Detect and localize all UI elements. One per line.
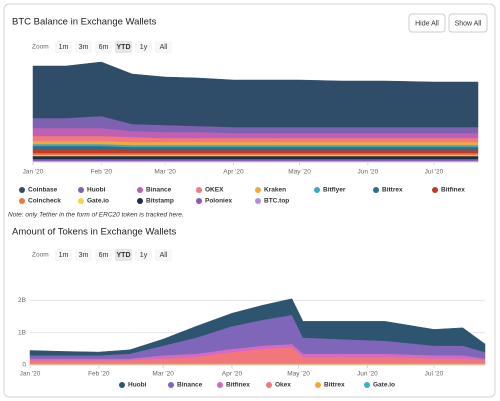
- zoom-button-label[interactable]: 6m: [99, 44, 109, 51]
- zoom-button-label[interactable]: All: [160, 252, 168, 259]
- zoom-button[interactable]: [155, 41, 172, 53]
- hide-all-label[interactable]: Hide All: [415, 20, 439, 27]
- x-tick-label: Mar '20: [152, 371, 174, 378]
- legend-label[interactable]: Bitstamp: [146, 198, 174, 205]
- x-tick-label: Mar '20: [154, 169, 176, 176]
- area-series: [32, 152, 479, 156]
- zoom-button[interactable]: [135, 41, 152, 53]
- legend-marker[interactable]: [196, 187, 202, 193]
- zoom-button-label[interactable]: All: [160, 44, 168, 51]
- legend-label[interactable]: Gate.io: [87, 198, 109, 205]
- area-series: [32, 155, 479, 160]
- zoom-button[interactable]: [75, 41, 92, 53]
- zoom-button[interactable]: [55, 249, 72, 261]
- legend-marker[interactable]: [314, 187, 320, 193]
- y-tick-label: 1B: [18, 329, 26, 336]
- show-all-button[interactable]: [448, 13, 488, 33]
- zoom-button-label[interactable]: 3m: [79, 252, 89, 259]
- zoom-button[interactable]: [115, 41, 132, 53]
- legend-label[interactable]: OKEX: [205, 187, 224, 194]
- x-tick-label: Jan '20: [20, 371, 41, 378]
- legend-marker[interactable]: [196, 198, 202, 204]
- chart-title: BTC Balance in Exchange Wallets: [12, 17, 157, 28]
- zoom-button[interactable]: [75, 249, 92, 261]
- legend-label[interactable]: Gate.io: [373, 382, 395, 389]
- chart-title: Amount of Tokens in Exchange Wallets: [12, 227, 176, 238]
- legend-label[interactable]: Coincheck: [28, 198, 61, 205]
- legend-label[interactable]: Bitfinex: [441, 187, 465, 194]
- legend-label[interactable]: Huobi: [128, 382, 147, 389]
- y-tick-label: 0: [22, 362, 26, 369]
- note: Note: only Tether in the form of ERC20 t…: [8, 212, 184, 219]
- legend-label[interactable]: Kraken: [264, 187, 286, 194]
- x-tick-label: Apr '20: [223, 169, 244, 176]
- legend-marker[interactable]: [137, 187, 143, 193]
- zoom-button-label[interactable]: YTD: [117, 44, 131, 51]
- area-series: [29, 298, 486, 356]
- legend-marker[interactable]: [19, 187, 25, 193]
- zoom-button[interactable]: [135, 249, 152, 261]
- legend-label[interactable]: Poloniex: [205, 198, 232, 205]
- y-tick-label: 2B: [18, 297, 26, 304]
- x-tick-label: May '20: [288, 169, 311, 176]
- legend-label[interactable]: Bitflyer: [323, 187, 346, 194]
- x-tick-label: Feb '20: [91, 169, 113, 176]
- legend-label[interactable]: Bitfinex: [226, 382, 250, 389]
- x-tick-label: Apr '20: [222, 371, 243, 378]
- zoom-button-label[interactable]: 3m: [79, 44, 89, 51]
- x-tick-label: Jun '20: [357, 169, 378, 176]
- legend-marker[interactable]: [255, 198, 261, 204]
- zoom-button[interactable]: [95, 41, 112, 53]
- x-tick-label: Jul '20: [425, 371, 444, 378]
- area-series: [32, 61, 479, 128]
- legend-marker[interactable]: [364, 382, 370, 388]
- zoom-button[interactable]: [55, 41, 72, 53]
- area-series: [32, 158, 479, 162]
- legend-label[interactable]: Coinbase: [28, 187, 58, 194]
- legend-marker[interactable]: [168, 382, 174, 388]
- zoom-button[interactable]: [115, 249, 132, 261]
- legend-label[interactable]: Okex: [275, 382, 291, 389]
- legend-label[interactable]: Bittrex: [324, 382, 345, 389]
- legend-marker[interactable]: [119, 382, 125, 388]
- zoom-button-label[interactable]: 1m: [59, 252, 69, 259]
- legend-marker[interactable]: [217, 382, 223, 388]
- legend-marker[interactable]: [19, 198, 25, 204]
- legend-marker[interactable]: [315, 382, 321, 388]
- legend-label[interactable]: Bittrex: [382, 187, 403, 194]
- zoom-button-label[interactable]: 6m: [99, 252, 109, 259]
- zoom-button[interactable]: [155, 249, 172, 261]
- x-tick-label: Jan '20: [23, 169, 44, 176]
- zoom-button-label[interactable]: 1y: [140, 252, 148, 259]
- legend-label[interactable]: Binance: [177, 382, 203, 389]
- legend-marker[interactable]: [137, 198, 143, 204]
- zoom-label: Zoom: [32, 44, 49, 51]
- x-tick-label: May '20: [287, 371, 310, 378]
- legend-marker[interactable]: [432, 187, 438, 193]
- legend-marker[interactable]: [255, 187, 261, 193]
- legend-marker[interactable]: [373, 187, 379, 193]
- legend-label[interactable]: Binance: [146, 187, 172, 194]
- legend-marker[interactable]: [78, 198, 84, 204]
- zoom-button[interactable]: [95, 249, 112, 261]
- legend-label[interactable]: BTC.top: [264, 198, 289, 205]
- x-tick-label: Feb '20: [88, 371, 110, 378]
- hide-all-button[interactable]: [408, 13, 446, 33]
- zoom-button-label[interactable]: YTD: [117, 252, 131, 259]
- x-tick-label: Jul '20: [425, 169, 444, 176]
- legend-marker[interactable]: [78, 187, 84, 193]
- zoom-label: Zoom: [32, 252, 49, 259]
- show-all-label[interactable]: Show All: [455, 20, 482, 27]
- zoom-button-label[interactable]: 1m: [59, 44, 69, 51]
- zoom-button-label[interactable]: 1y: [140, 44, 148, 51]
- legend-marker[interactable]: [266, 382, 272, 388]
- x-tick-label: Jun '20: [357, 371, 378, 378]
- legend-label[interactable]: Huobi: [87, 187, 106, 194]
